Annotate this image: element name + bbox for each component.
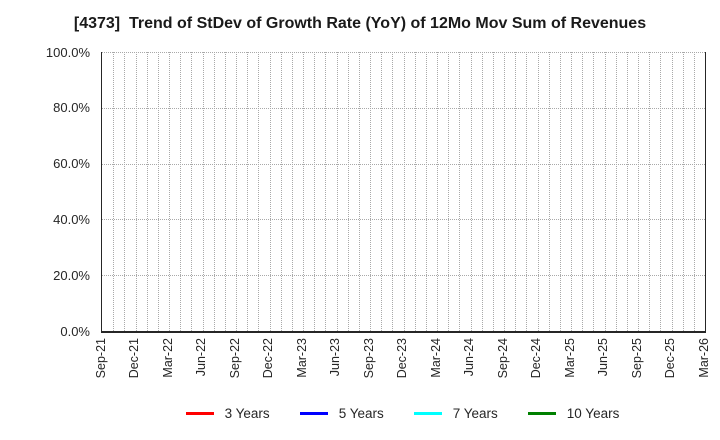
v-gridline: [403, 52, 405, 331]
x-tick-label: Dec-25: [663, 338, 677, 379]
y-tick-label: 60.0%: [53, 156, 90, 172]
y-tick-label: 80.0%: [53, 100, 90, 116]
v-gridline: [504, 52, 505, 331]
v-gridline: [571, 52, 572, 331]
v-gridline: [347, 52, 349, 331]
x-tick-label: Sep-24: [495, 338, 510, 379]
v-gridline: [113, 52, 115, 331]
h-gridline: [102, 219, 705, 221]
v-gridline: [303, 52, 304, 331]
v-gridline: [492, 52, 494, 331]
v-gridline: [459, 52, 461, 331]
v-gridline: [526, 52, 528, 331]
v-gridline: [693, 52, 695, 331]
v-gridline: [213, 52, 215, 331]
v-gridline: [537, 52, 539, 331]
x-tick-label: Sep-25: [629, 338, 644, 379]
v-gridline: [615, 52, 617, 331]
x-tick-label: Jun-25: [596, 338, 610, 377]
v-gridline: [236, 52, 237, 331]
v-gridline: [381, 52, 383, 331]
x-tick-label: Jun-24: [462, 338, 476, 377]
x-tick-label: Mar-26: [696, 338, 711, 378]
x-tick-label: Jun-23: [328, 338, 342, 377]
v-gridline: [135, 52, 137, 331]
v-gridline: [682, 52, 684, 331]
x-tick-label: Jun-22: [194, 338, 208, 377]
x-tick-label: Dec-23: [395, 338, 409, 379]
v-gridline: [649, 52, 651, 331]
y-tick-label: 100.0%: [45, 44, 90, 60]
v-gridline: [124, 52, 126, 331]
x-tick-label: Dec-22: [261, 338, 275, 379]
legend-item-7-years: 7 Years: [413, 405, 498, 421]
v-gridline: [437, 52, 438, 331]
legend-line-swatch: [185, 411, 214, 415]
x-tick-label: Sep-21: [93, 338, 108, 379]
v-gridline: [414, 52, 416, 331]
v-gridline: [269, 52, 271, 331]
legend-label: 5 Years: [338, 405, 384, 421]
v-gridline: [660, 52, 662, 331]
v-gridline: [470, 52, 472, 331]
x-tick-label: Mar-25: [562, 338, 577, 378]
x-tick-label: Sep-23: [361, 338, 376, 379]
v-gridline: [291, 52, 293, 331]
v-gridline: [336, 52, 338, 331]
y-tick-label: 20.0%: [53, 267, 90, 283]
legend: 3 Years 5 Years 7 Years 10 Years: [101, 403, 704, 423]
legend-label: 10 Years: [566, 405, 620, 421]
v-gridline: [370, 52, 371, 331]
v-gridline: [358, 52, 360, 331]
v-gridline: [559, 52, 561, 331]
v-gridline: [425, 52, 427, 331]
v-gridline: [392, 52, 394, 331]
v-gridline: [202, 52, 204, 331]
h-gridline: [102, 52, 705, 53]
x-tick-label: Dec-21: [127, 338, 141, 379]
v-gridline: [146, 52, 148, 331]
legend-line-swatch: [299, 411, 328, 415]
h-gridline: [102, 107, 705, 109]
legend-label: 3 Years: [224, 405, 270, 421]
v-gridline: [191, 52, 193, 331]
v-gridline: [325, 52, 327, 331]
x-tick-label: Mar-23: [294, 338, 309, 378]
v-gridline: [169, 52, 170, 331]
v-gridline: [638, 52, 639, 331]
v-gridline: [671, 52, 673, 331]
v-gridline: [224, 52, 226, 331]
x-tick-label: Sep-22: [227, 338, 242, 379]
v-gridline: [247, 52, 249, 331]
legend-item-10-years: 10 Years: [527, 405, 620, 421]
legend-item-3-years: 3 Years: [185, 405, 270, 421]
h-gridline: [102, 275, 705, 277]
legend-line-swatch: [413, 411, 442, 415]
h-gridline: [102, 163, 705, 165]
v-gridline: [515, 52, 517, 331]
legend-label: 7 Years: [452, 405, 498, 421]
v-gridline: [180, 52, 182, 331]
chart-title: [4373] Trend of StDev of Growth Rate (Yo…: [73, 15, 647, 32]
v-gridline: [593, 52, 595, 331]
x-tick-label: Dec-24: [529, 338, 543, 379]
v-gridline: [626, 52, 628, 331]
v-gridline: [258, 52, 260, 331]
x-tick-label: Mar-24: [428, 338, 443, 378]
y-tick-label: 40.0%: [53, 211, 90, 227]
y-tick-label: 0.0%: [60, 323, 90, 339]
legend-item-5-years: 5 Years: [299, 405, 384, 421]
x-tick-label: Mar-22: [160, 338, 175, 378]
legend-line-swatch: [527, 411, 556, 415]
plot-area: [101, 52, 706, 333]
v-gridline: [481, 52, 483, 331]
v-gridline: [604, 52, 606, 331]
v-gridline: [314, 52, 316, 331]
v-gridline: [280, 52, 282, 331]
v-gridline: [548, 52, 550, 331]
v-gridline: [157, 52, 159, 331]
v-gridline: [448, 52, 450, 331]
v-gridline: [582, 52, 584, 331]
